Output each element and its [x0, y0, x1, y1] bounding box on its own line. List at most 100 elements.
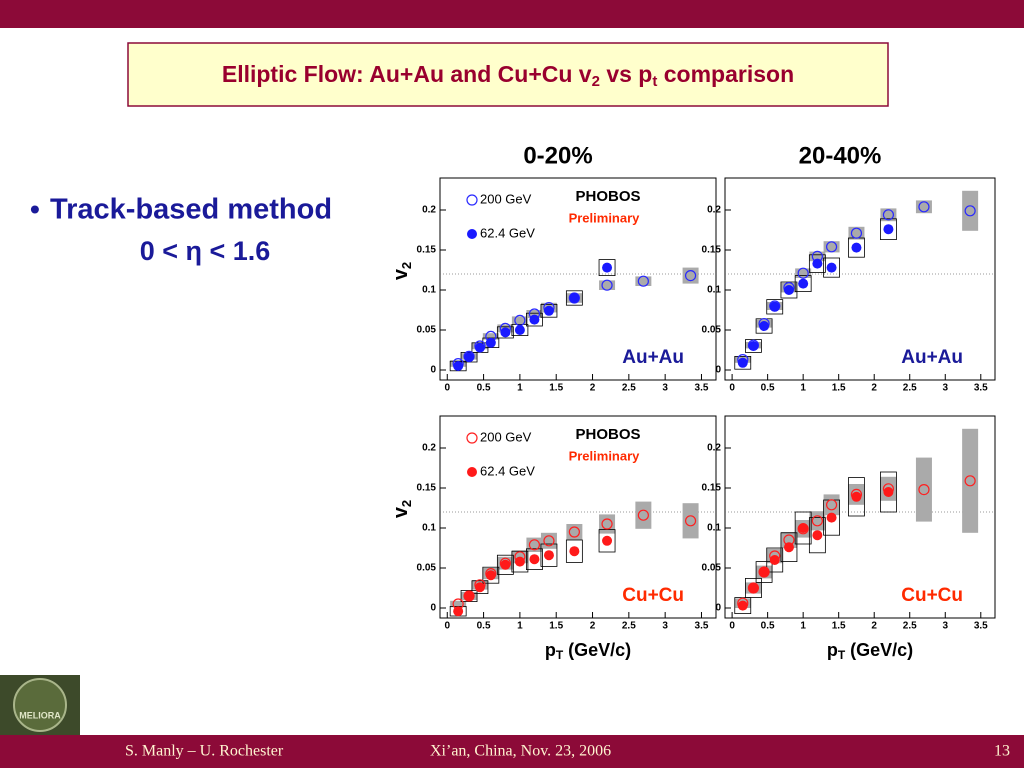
syst-box: [511, 323, 529, 336]
y-tick-label: 0: [715, 603, 721, 614]
data-point: [918, 484, 930, 496]
x-tick-label: 1: [517, 383, 523, 394]
data-point: [783, 542, 794, 553]
plot-frame: [724, 415, 996, 619]
x-tick-label: 0: [729, 621, 735, 632]
syst-box: [794, 275, 812, 293]
x-tick-label: 3.5: [695, 383, 709, 394]
x-axis-label: pT (GeV/c): [545, 640, 631, 662]
syst-box: [540, 303, 558, 318]
syst-box: [526, 312, 543, 327]
data-point: [684, 270, 697, 282]
y-tick-label: 0.1: [422, 285, 436, 296]
data-point: [748, 341, 759, 351]
data-point: [514, 556, 525, 567]
legend-label: 62.4 GeV: [480, 463, 535, 478]
syst-box: [808, 254, 826, 273]
title-part: comparison: [657, 61, 794, 87]
y-tick-label: 0.1: [422, 523, 436, 534]
data-point: [769, 301, 780, 312]
data-point: [529, 314, 540, 325]
logo-text: MELIORA: [19, 710, 61, 720]
top-band: [0, 0, 1024, 28]
data-point: [825, 241, 838, 253]
annotation: Preliminary: [569, 210, 641, 225]
x-label-part: (GeV/c): [563, 640, 631, 660]
y-tick-label: 0.15: [417, 245, 437, 256]
data-point: [601, 279, 613, 291]
syst-box: [511, 550, 529, 573]
x-tick-label: 1: [517, 621, 523, 632]
data-point: [543, 305, 554, 316]
syst-box: [795, 268, 812, 278]
data-point: [637, 509, 649, 521]
syst-box: [540, 543, 558, 567]
y-tick-label: 0.2: [422, 443, 436, 454]
data-point: [602, 535, 613, 546]
bottom-band: [0, 735, 1024, 768]
syst-box: [526, 310, 543, 318]
data-point: [918, 201, 930, 213]
x-tick-label: 3: [662, 621, 668, 632]
data-point: [759, 567, 770, 577]
data-point: [514, 325, 525, 335]
y-tick-label: 0.15: [702, 245, 722, 256]
x-tick-label: 2.5: [622, 383, 636, 394]
data-point: [850, 227, 863, 239]
y-tick-label: 0.05: [417, 325, 437, 336]
slide-title: Elliptic Flow: Au+Au and Cu+Cu v2 vs pt …: [222, 61, 794, 90]
x-axis-label: pT (GeV/c): [827, 640, 913, 662]
system-label: Au+Au: [901, 347, 963, 368]
syst-box: [496, 554, 514, 575]
legend-marker: [467, 467, 477, 477]
y-axis-label: v2: [390, 500, 414, 518]
data-point: [474, 342, 485, 353]
syst-box: [635, 501, 652, 529]
syst-box: [450, 600, 467, 608]
data-point: [602, 262, 613, 273]
x-tick-label: 3.5: [974, 383, 988, 394]
data-point: [684, 515, 697, 527]
y-tick-label: 0.1: [707, 285, 721, 296]
legend-marker: [466, 432, 478, 444]
syst-box: [880, 218, 897, 241]
x-tick-label: 0: [444, 621, 450, 632]
data-point: [500, 559, 511, 570]
x-tick-label: 1.5: [832, 383, 846, 394]
data-point: [964, 475, 976, 487]
x-tick-label: 0: [729, 383, 735, 394]
x-tick-label: 1.5: [549, 383, 563, 394]
plot-frame: [724, 177, 996, 381]
data-point: [783, 285, 794, 295]
syst-box: [809, 511, 826, 531]
syst-box: [682, 267, 699, 284]
y-label-sub: 2: [399, 500, 414, 507]
annotation: PHOBOS: [575, 426, 640, 443]
x-label-part: p: [545, 640, 556, 660]
legend-label: 62.4 GeV: [480, 225, 535, 240]
syst-box: [880, 471, 897, 513]
syst-box: [682, 503, 699, 539]
syst-box: [565, 539, 583, 563]
syst-box: [766, 547, 784, 573]
annotation: Preliminary: [569, 448, 641, 463]
legend-label: 200 GeV: [480, 429, 532, 444]
data-point: [826, 512, 837, 523]
x-tick-label: 3: [942, 621, 948, 632]
data-point: [500, 327, 511, 338]
bullet-text: 0 < η < 1.6: [140, 236, 271, 266]
data-point: [812, 258, 823, 269]
y-axis-label: v2: [390, 262, 414, 280]
x-tick-label: 2: [871, 621, 877, 632]
syst-box: [823, 257, 840, 278]
data-point: [797, 267, 809, 279]
column-title: 0-20%: [523, 142, 592, 169]
x-tick-label: 0.5: [761, 621, 775, 632]
syst-box: [635, 276, 652, 286]
annotation: PHOBOS: [575, 188, 640, 205]
data-point: [851, 242, 862, 253]
